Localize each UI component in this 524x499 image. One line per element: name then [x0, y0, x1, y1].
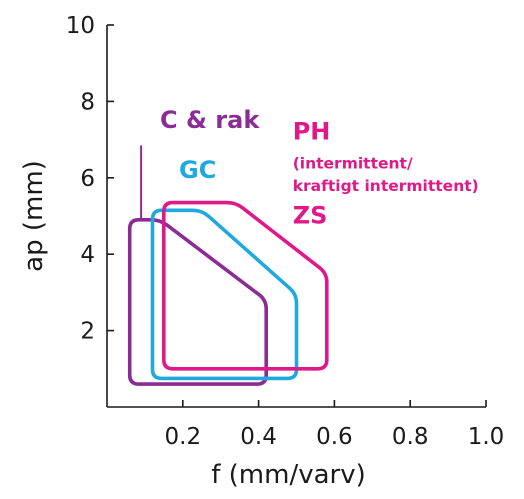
- y-tick-label: 8: [80, 89, 95, 115]
- y-tick-label: 4: [80, 242, 95, 268]
- y-axis-title: ap (mm): [19, 160, 49, 272]
- x-axis-title: f (mm/varv): [211, 460, 366, 490]
- x-tick-label: 0.4: [240, 424, 277, 450]
- series-shape-ph-intermittent-kraftigt-intermittent-zs: [162, 200, 329, 371]
- x-tick-label: 0.2: [165, 424, 202, 450]
- annotation-label: kraftigt intermittent): [293, 177, 479, 195]
- annotation-label: ZS: [293, 202, 328, 230]
- series-shape-gc: [150, 208, 299, 381]
- x-tick-label: 0.6: [316, 424, 353, 450]
- y-tick-label: 2: [80, 319, 95, 345]
- annotation-label: (intermittent/: [293, 154, 413, 172]
- annotation-label: GC: [179, 156, 216, 184]
- y-tick-label: 6: [80, 166, 95, 192]
- annotation-label: C & rak: [160, 106, 260, 134]
- annotation-label: PH: [293, 118, 331, 146]
- x-tick-label: 1.0: [468, 424, 505, 450]
- y-tick-label: 10: [66, 13, 95, 39]
- x-tick-label: 0.8: [392, 424, 429, 450]
- series-shape-c-rak: [127, 218, 268, 386]
